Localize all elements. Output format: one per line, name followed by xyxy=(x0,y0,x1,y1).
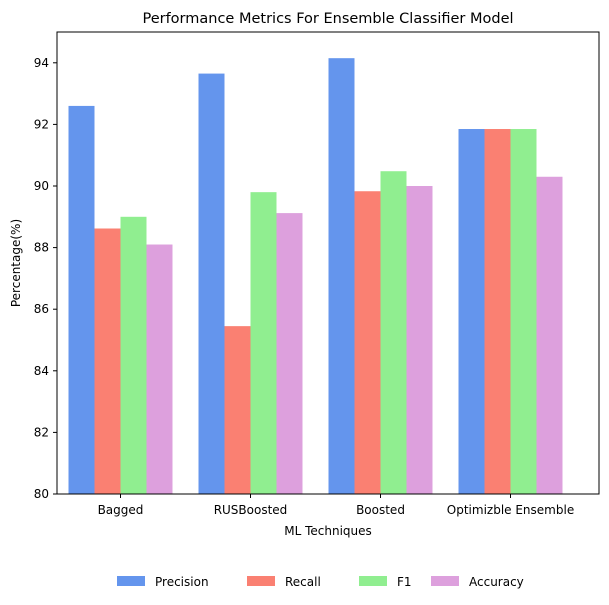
legend-swatch-precision xyxy=(117,576,145,586)
x-axis-label: ML Techniques xyxy=(284,524,372,538)
x-tick-label: Boosted xyxy=(356,503,405,517)
bar-f1-0 xyxy=(120,216,147,495)
y-tick-label: 80 xyxy=(34,487,49,501)
bars-group xyxy=(68,58,563,495)
y-tick-label: 86 xyxy=(34,302,49,316)
legend: Precision Recall F1 Accuracy xyxy=(117,575,524,589)
legend-swatch-f1 xyxy=(359,576,387,586)
y-tick-label: 94 xyxy=(34,56,49,70)
legend-label-f1: F1 xyxy=(397,575,412,589)
bar-precision-2 xyxy=(328,58,355,495)
legend-label-precision: Precision xyxy=(155,575,209,589)
bar-accuracy-3 xyxy=(536,176,563,494)
x-axis: Bagged RUSBoosted Boosted Optimizble Ensemb… xyxy=(98,494,574,517)
legend-label-recall: Recall xyxy=(285,575,321,589)
bar-precision-0 xyxy=(68,105,95,495)
y-tick-label: 90 xyxy=(34,179,49,193)
bar-recall-0 xyxy=(94,228,121,494)
legend-swatch-accuracy xyxy=(431,576,459,586)
x-tick-label: RUSBoosted xyxy=(214,503,288,517)
x-tick-label: Optimizble Ensemble xyxy=(447,503,574,517)
legend-label-accuracy: Accuracy xyxy=(469,575,524,589)
y-axis-label: Percentage(%) xyxy=(9,219,23,307)
legend-swatch-recall xyxy=(247,576,275,586)
chart-title: Performance Metrics For Ensemble Classif… xyxy=(142,11,513,27)
y-tick-label: 84 xyxy=(34,364,49,378)
y-axis: 80 82 84 86 88 90 92 94 xyxy=(34,56,57,501)
y-tick-label: 88 xyxy=(34,241,49,255)
bar-precision-1 xyxy=(198,73,225,494)
bar-f1-2 xyxy=(380,171,407,494)
bar-recall-2 xyxy=(354,191,381,494)
bar-recall-1 xyxy=(224,326,251,494)
plot-frame xyxy=(56,31,600,495)
y-tick-label: 92 xyxy=(34,117,49,131)
x-tick-label: Bagged xyxy=(98,503,144,517)
bar-accuracy-2 xyxy=(406,186,433,494)
y-tick-label: 82 xyxy=(34,425,49,439)
bar-precision-3 xyxy=(458,129,485,494)
bar-f1-1 xyxy=(250,192,277,494)
bar-recall-3 xyxy=(484,129,511,494)
bar-accuracy-0 xyxy=(146,244,173,494)
bar-f1-3 xyxy=(510,129,537,494)
bar-accuracy-1 xyxy=(276,213,303,494)
